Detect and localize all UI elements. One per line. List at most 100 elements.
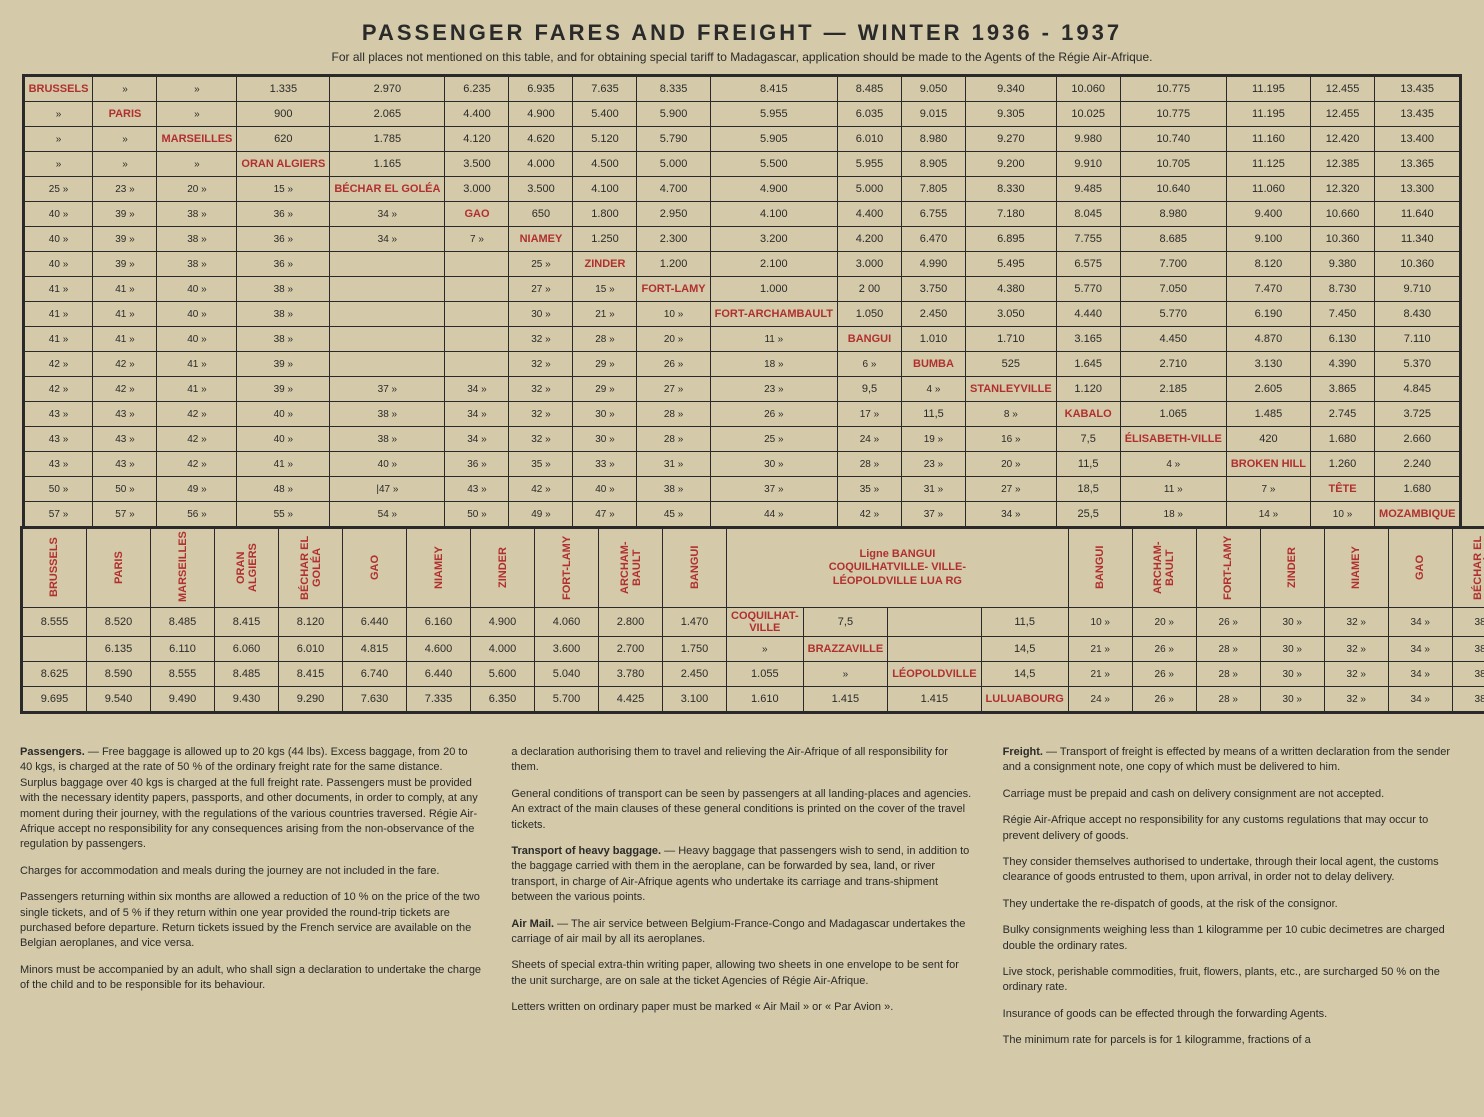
cell: 17 » xyxy=(837,402,901,427)
cell: 30 » xyxy=(509,302,573,327)
cell: 42 » xyxy=(93,377,157,402)
city-cell: BANGUI xyxy=(837,327,901,352)
cell: 44 » xyxy=(710,502,837,528)
cell: 525 xyxy=(965,352,1056,377)
cell: 1.750 xyxy=(663,637,727,662)
cell: » xyxy=(23,152,93,177)
cell: 1.165 xyxy=(330,152,445,177)
cell xyxy=(445,327,509,352)
cell: 20 » xyxy=(1132,608,1196,637)
cell: 6.010 xyxy=(837,127,901,152)
cell: 8.625 xyxy=(22,662,87,687)
footer-text: Passengers. — Free baggage is allowed up… xyxy=(20,734,1464,1059)
cell: 47 » xyxy=(573,502,637,528)
cell: 40 » xyxy=(23,252,93,277)
city-cell: ORAN ALGIERS xyxy=(237,152,330,177)
cell: 1.050 xyxy=(837,302,901,327)
cell: 40 » xyxy=(573,477,637,502)
cell: 40 » xyxy=(157,277,237,302)
cell: 8 » xyxy=(965,402,1056,427)
p: Charges for accommodation and meals duri… xyxy=(20,864,481,879)
cell: 11 » xyxy=(1120,477,1226,502)
cell xyxy=(445,302,509,327)
city-cell: PARIS xyxy=(93,102,157,127)
cell: » xyxy=(93,152,157,177)
cell: 10.025 xyxy=(1056,102,1120,127)
cell xyxy=(445,277,509,302)
p: — Free baggage is allowed up to 20 kgs (… xyxy=(20,746,478,850)
cell xyxy=(330,252,445,277)
cell: 5.900 xyxy=(637,102,710,127)
freight-heading: Freight. xyxy=(1003,746,1043,758)
cell: 43 » xyxy=(23,452,93,477)
cell xyxy=(330,327,445,352)
cell: 8.330 xyxy=(965,177,1056,202)
vert-city: BÉCHAR EL GOLÉA xyxy=(279,528,343,608)
cell: 32 » xyxy=(509,352,573,377)
cell: 36 » xyxy=(237,202,330,227)
vert-city: ARCHAM-BAULT xyxy=(599,528,663,608)
cell: 5.700 xyxy=(535,687,599,713)
p: Bulky consignments weighing less than 1 … xyxy=(1003,923,1464,954)
cell: 9.305 xyxy=(965,102,1056,127)
cell: 1.120 xyxy=(1056,377,1120,402)
vert-city: BANGUI xyxy=(663,528,727,608)
vert-city: PARIS xyxy=(87,528,151,608)
cell: 42 » xyxy=(157,452,237,477)
cell: 2.065 xyxy=(330,102,445,127)
cell: 43 » xyxy=(23,427,93,452)
cell: 21 » xyxy=(1068,637,1132,662)
cell: 2.800 xyxy=(599,608,663,637)
cell: 6 » xyxy=(837,352,901,377)
cell: 6.130 xyxy=(1311,327,1375,352)
cell: 9.490 xyxy=(151,687,215,713)
cell: 13.435 xyxy=(1375,102,1461,127)
cell: 36 » xyxy=(237,227,330,252)
cell: 10.360 xyxy=(1375,252,1461,277)
cell: 4.425 xyxy=(599,687,663,713)
cell: 21 » xyxy=(1068,662,1132,687)
city-cell: MOZAMBIQUE xyxy=(1375,502,1461,528)
cell: 37 » xyxy=(710,477,837,502)
cell: 37 » xyxy=(901,502,965,528)
cell: 40 » xyxy=(157,302,237,327)
cell: 9.710 xyxy=(1375,277,1461,302)
vert-city: BÉCHAR EL GOLÉA xyxy=(1452,528,1484,608)
cell: 16 » xyxy=(965,427,1056,452)
cell: 13.435 xyxy=(1375,76,1461,102)
cell: 8.485 xyxy=(151,608,215,637)
cell: 1.800 xyxy=(573,202,637,227)
cell: 30 » xyxy=(1260,687,1324,713)
cell: 27 » xyxy=(637,377,710,402)
cell: 7.700 xyxy=(1120,252,1226,277)
lower-fare-table: BRUSSELSPARISMARSEILLESORAN ALGIERSBÉCHA… xyxy=(20,526,1484,714)
p: Minors must be accompanied by an adult, … xyxy=(20,963,481,994)
cell: 2.950 xyxy=(637,202,710,227)
cell: 6.110 xyxy=(151,637,215,662)
cell: 10 » xyxy=(1311,502,1375,528)
cell: 35 » xyxy=(837,477,901,502)
cell: 11 » xyxy=(710,327,837,352)
cell: 50 » xyxy=(445,502,509,528)
cell: 5.905 xyxy=(710,127,837,152)
cell: 26 » xyxy=(710,402,837,427)
cell: 9.485 xyxy=(1056,177,1120,202)
ligne-bangui-block: Ligne BANGUICOQUILHATVILLE- VILLE-LÉOPOL… xyxy=(727,528,1069,608)
city-cell: BROKEN HILL xyxy=(1226,452,1310,477)
cell: 4.900 xyxy=(509,102,573,127)
cell: 36 » xyxy=(445,452,509,477)
vert-city: GAO xyxy=(1388,528,1452,608)
cell: 25 » xyxy=(23,177,93,202)
cell: 5.000 xyxy=(837,177,901,202)
cell: 14,5 xyxy=(981,637,1068,662)
cell: 42 » xyxy=(93,352,157,377)
vert-city: BANGUI xyxy=(1068,528,1132,608)
cell: 32 » xyxy=(509,377,573,402)
cell: 9.290 xyxy=(279,687,343,713)
cell: 38 » xyxy=(1452,608,1484,637)
cell: 9.540 xyxy=(87,687,151,713)
cell xyxy=(330,277,445,302)
cell: 7.450 xyxy=(1311,302,1375,327)
airmail-heading: Air Mail. xyxy=(511,918,554,930)
cell: 30 » xyxy=(573,427,637,452)
